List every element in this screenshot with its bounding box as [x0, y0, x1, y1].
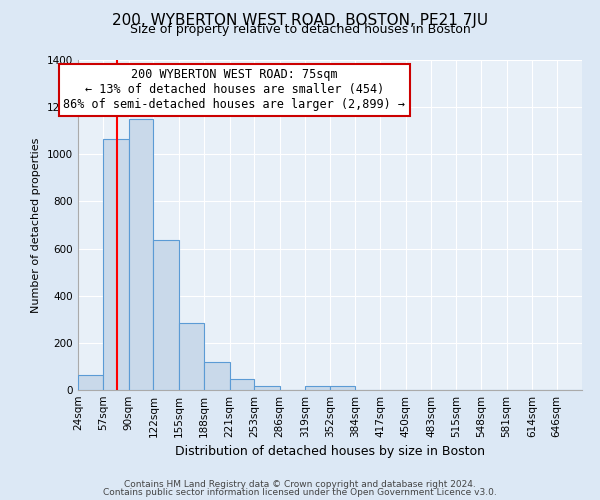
- Bar: [254, 386, 280, 390]
- Y-axis label: Number of detached properties: Number of detached properties: [31, 138, 41, 312]
- Bar: [204, 362, 230, 390]
- Bar: [78, 374, 103, 390]
- Text: 200, WYBERTON WEST ROAD, BOSTON, PE21 7JU: 200, WYBERTON WEST ROAD, BOSTON, PE21 7J…: [112, 12, 488, 28]
- Text: Contains HM Land Registry data © Crown copyright and database right 2024.: Contains HM Land Registry data © Crown c…: [124, 480, 476, 489]
- Bar: [331, 386, 355, 390]
- Bar: [103, 139, 129, 390]
- Bar: [230, 379, 254, 390]
- Bar: [129, 119, 154, 390]
- Bar: [179, 323, 204, 390]
- Bar: [154, 240, 179, 390]
- Text: 200 WYBERTON WEST ROAD: 75sqm
← 13% of detached houses are smaller (454)
86% of : 200 WYBERTON WEST ROAD: 75sqm ← 13% of d…: [63, 68, 405, 112]
- X-axis label: Distribution of detached houses by size in Boston: Distribution of detached houses by size …: [175, 446, 485, 458]
- Bar: [305, 386, 331, 390]
- Text: Contains public sector information licensed under the Open Government Licence v3: Contains public sector information licen…: [103, 488, 497, 497]
- Text: Size of property relative to detached houses in Boston: Size of property relative to detached ho…: [130, 22, 470, 36]
